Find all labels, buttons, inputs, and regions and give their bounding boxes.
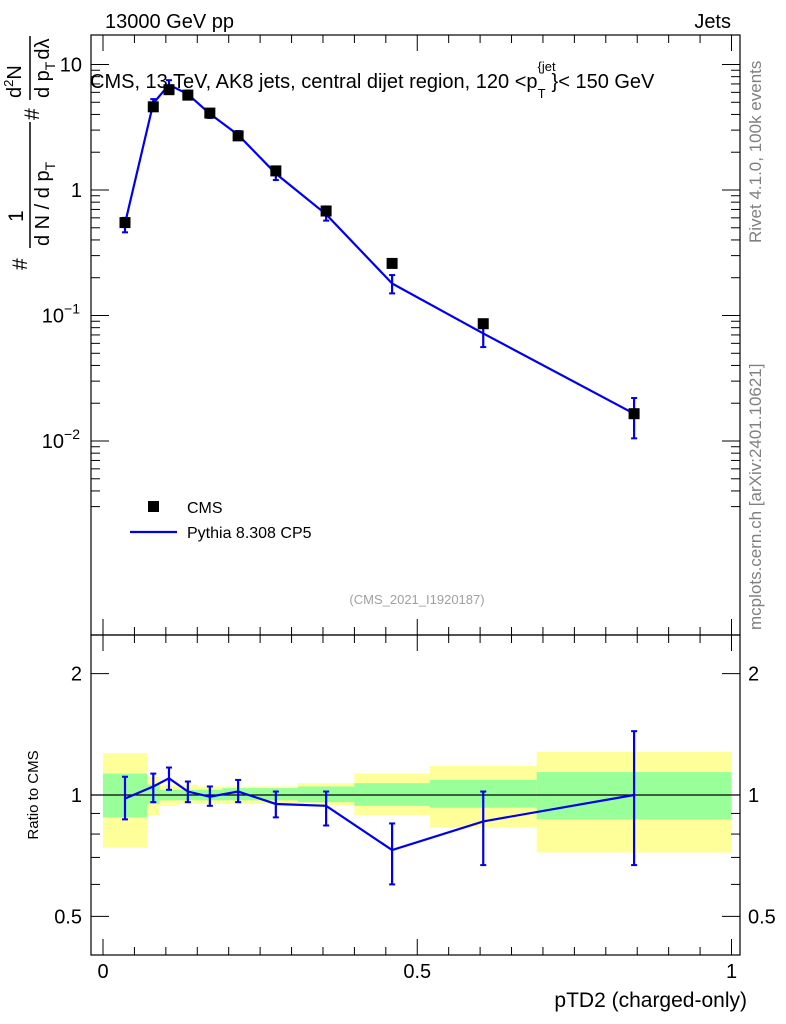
mcplots-url-label: mcplots.cern.ch [arXiv:2401.10621] <box>746 363 765 630</box>
main-ylabel: # 1 d N / d pT # d2N d pTdλ <box>1 36 58 270</box>
main-series-layer <box>119 79 640 440</box>
svg-text:#: # <box>21 108 44 120</box>
main-axis-ticks: 10−210−1110102 <box>42 35 740 635</box>
legend-label-cms: CMS <box>187 500 223 517</box>
cms-data-point <box>204 107 216 119</box>
header-right: Jets <box>694 11 731 33</box>
cms-data-point <box>182 89 194 101</box>
cms-data-point <box>232 130 244 142</box>
legend: CMS Pythia 8.308 CP5 <box>130 500 312 542</box>
analysis-watermark: (CMS_2021_I1920187) <box>349 592 484 607</box>
cms-data-point <box>147 101 159 113</box>
main-ytick-label: 10−1 <box>42 301 80 328</box>
cms-data-point <box>119 217 131 229</box>
cms-data-point <box>163 84 175 96</box>
cms-data-point <box>320 205 332 217</box>
main-ytick-label: 10−2 <box>42 426 80 453</box>
ratio-ytick-label-right: 0.5 <box>748 906 776 928</box>
ratio-xtick-label: 0 <box>97 961 108 983</box>
ratio-ytick-label-left: 0.5 <box>54 906 82 928</box>
ratio-ytick-label-left: 1 <box>71 785 82 807</box>
svg-text:#: # <box>9 258 32 270</box>
ratio-ytick-label-right: 2 <box>748 664 759 686</box>
svg-text:d2N: d2N <box>1 65 26 98</box>
x-axis-title: pTD2 (charged-only) <box>554 989 747 1012</box>
ratio-xtick-label: 1 <box>726 961 737 983</box>
cms-data-point <box>386 257 398 269</box>
legend-marker-cms <box>148 501 159 512</box>
svg-text:1: 1 <box>5 210 28 222</box>
pythia-line <box>123 83 635 415</box>
main-title: CMS, 13 TeV, AK8 jets, central dijet reg… <box>90 59 655 101</box>
legend-label-pythia: Pythia 8.308 CP5 <box>187 525 312 542</box>
ratio-ytick-label-right: 1 <box>748 785 759 807</box>
main-ytick-label: 10 <box>60 55 82 77</box>
ratio-ytick-label-left: 2 <box>71 664 82 686</box>
main-frame <box>90 34 741 636</box>
main-ytick-label: 1 <box>71 180 82 202</box>
header-left: 13000 GeV pp <box>105 11 234 33</box>
ratio-axis-ticks: 0.5 0.5 1 1 2 2 0 0.5 1 <box>54 635 776 983</box>
ratio-ylabel: Ratio to CMS <box>25 750 42 839</box>
ratio-series-layer <box>121 730 638 886</box>
cms-data-point <box>477 318 489 330</box>
cms-data-point <box>628 408 640 420</box>
svg-text:d N / d pT: d N / d pT <box>32 161 58 246</box>
rivet-version-label: Rivet 4.1.0, 100k events <box>746 60 765 243</box>
cms-data-point <box>270 165 282 177</box>
svg-text:d pTdλ: d pTdλ <box>32 39 58 99</box>
ratio-xtick-label: 0.5 <box>403 961 431 983</box>
